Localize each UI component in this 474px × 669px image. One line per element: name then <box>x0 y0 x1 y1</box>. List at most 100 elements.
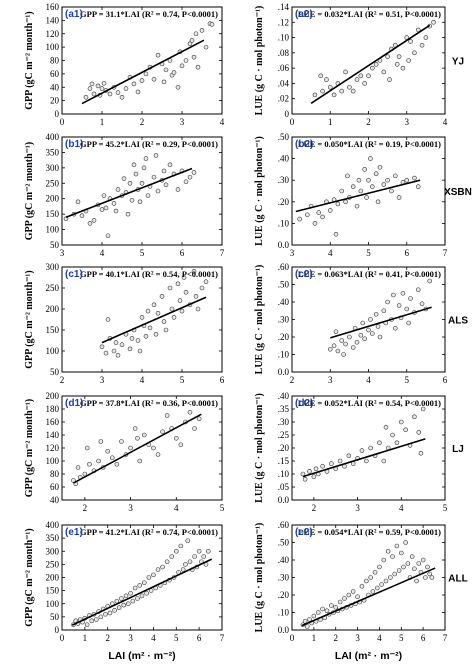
data-point <box>84 622 90 628</box>
data-point <box>329 603 334 608</box>
data-point <box>131 81 137 87</box>
data-point <box>394 543 400 549</box>
data-point <box>408 39 413 44</box>
data-point <box>99 344 105 350</box>
data-point <box>119 94 125 100</box>
y-tick-label: .40 <box>278 154 290 164</box>
data-point <box>373 62 379 67</box>
data-point <box>146 575 152 580</box>
y-tick-label: .40 <box>278 297 290 307</box>
regression-equation: GPP = 41.2*LAI (R² = 0.74, P<0.0001) <box>80 527 218 537</box>
y-tick-label: 100 <box>46 456 60 466</box>
data-point <box>381 308 387 314</box>
y-axis-label: GPP (gC m⁻² month⁻¹) <box>24 270 35 369</box>
data-point <box>388 575 393 580</box>
x-tick-label: 4 <box>328 248 333 258</box>
data-point <box>173 548 179 554</box>
data-point <box>427 278 433 284</box>
data-point <box>383 578 389 584</box>
data-point <box>151 174 157 180</box>
data-point <box>103 205 109 211</box>
data-point <box>164 559 170 565</box>
data-point <box>320 214 325 220</box>
data-point <box>409 554 415 559</box>
data-point <box>155 452 161 457</box>
y-tick-label: .20 <box>278 332 290 342</box>
data-point <box>358 73 364 79</box>
panel-label: (d2) <box>295 398 313 409</box>
site-label: YJ <box>452 57 464 68</box>
data-point <box>405 561 411 566</box>
y-tick-label: 40 <box>50 82 60 92</box>
y-tick-label: 50 <box>50 240 60 250</box>
data-point <box>161 79 167 85</box>
panel-b1: 50 100 150 200 250 300 350 400 3 4 5 6 7 GPP = 45.2*L… <box>24 132 225 258</box>
data-point <box>362 167 367 172</box>
x-tick-label: 1 <box>83 633 88 643</box>
data-point <box>324 77 329 82</box>
panel-e2: 0.0 .10 .20 .30 .40 .50 .60 0 1 2 3 4 5 6 7 LUE = 0.054… <box>254 520 468 643</box>
data-point <box>425 564 430 570</box>
data-point <box>115 187 121 192</box>
data-point <box>130 598 136 604</box>
plot-frame <box>291 136 446 246</box>
panel-b2: 0.0 .10 .20 .30 .40 .50 3 4 5 6 7 LUE = 0.050*LAI (… <box>254 132 472 258</box>
y-tick-label: 300 <box>46 163 60 173</box>
data-point <box>400 290 406 296</box>
regression-equation: GPP = 31.1*LAI (R² = 0.74, P<0.0001) <box>80 9 218 19</box>
data-point <box>111 201 117 206</box>
x-tick-label: 5 <box>174 633 179 643</box>
data-point <box>366 73 371 79</box>
data-point <box>302 618 308 624</box>
data-point <box>151 76 157 82</box>
data-point <box>339 338 345 343</box>
y-tick-label: .15 <box>278 456 290 466</box>
data-point <box>320 463 325 469</box>
regression-equation: LUE = 0.052*LAI (R² = 0.54, P<0.0001) <box>298 398 441 408</box>
data-point <box>87 461 92 467</box>
panel-label: (e2) <box>295 527 313 538</box>
data-point <box>171 315 177 320</box>
x-tick-label: 5 <box>443 503 448 513</box>
data-point <box>111 348 117 354</box>
y-tick-label: 0 <box>285 109 290 119</box>
data-point <box>381 69 387 75</box>
data-point <box>187 559 193 565</box>
data-point <box>95 83 101 89</box>
y-tick-label: .60 <box>278 520 290 530</box>
y-tick-label: .50 <box>278 132 290 142</box>
data-point <box>173 435 179 441</box>
data-point <box>164 413 170 418</box>
data-point <box>155 52 161 58</box>
data-point <box>141 165 147 171</box>
data-point <box>320 88 325 94</box>
panel-label: (c2) <box>295 269 313 280</box>
data-point <box>312 92 318 98</box>
data-point <box>366 327 371 333</box>
regression-line <box>81 39 205 105</box>
data-point <box>191 268 197 274</box>
data-point <box>179 308 185 314</box>
data-point <box>372 569 378 575</box>
data-point <box>368 445 373 451</box>
data-point <box>125 601 131 607</box>
data-point <box>143 71 149 77</box>
x-tick-label: 0 <box>290 633 295 643</box>
data-point <box>145 308 151 314</box>
y-tick-label: 300 <box>46 546 60 556</box>
x-tick-label: 4 <box>443 117 448 127</box>
y-axis-label: LUE (g C · mol photon⁻¹) <box>254 136 265 246</box>
data-point <box>107 610 113 616</box>
data-point <box>401 564 406 570</box>
data-point <box>385 177 390 183</box>
data-point <box>324 608 330 614</box>
data-point <box>404 177 410 183</box>
data-point <box>331 92 337 98</box>
data-point <box>398 419 404 425</box>
data-point <box>346 592 352 598</box>
x-tick-label: 4 <box>174 503 179 513</box>
x-tick-label: 0 <box>290 117 295 127</box>
data-point <box>355 594 360 600</box>
data-point <box>160 564 165 570</box>
